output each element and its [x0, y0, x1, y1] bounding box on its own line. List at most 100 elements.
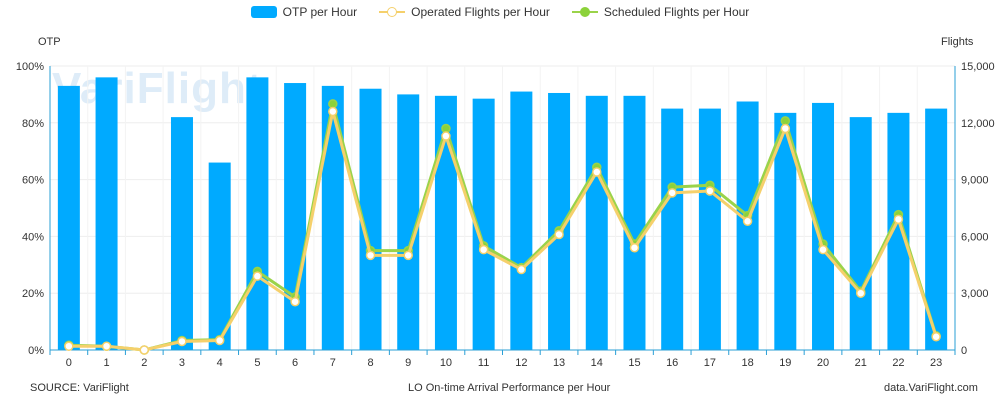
legend-item-scheduled[interactable]: Scheduled Flights per Hour [571, 5, 750, 19]
otp-bar [57, 85, 80, 350]
x-tick-label: 11 [478, 357, 489, 369]
x-tick-label: 0 [66, 357, 72, 369]
axis-layer [49, 66, 956, 355]
legend-label-scheduled: Scheduled Flights per Hour [603, 5, 750, 19]
site-link[interactable]: data.VariFlight.com [884, 382, 978, 394]
operated-point [516, 264, 527, 275]
line-layer [64, 99, 941, 355]
right-tick-label: 15,000 [961, 61, 995, 73]
x-tick-label: 23 [930, 357, 942, 369]
operated-point [855, 288, 866, 298]
operated-point [667, 188, 677, 198]
x-tick-label: 22 [892, 357, 904, 369]
left-tick-label: 60% [22, 175, 44, 187]
otp-bar [284, 83, 307, 350]
left-tick-label: 40% [22, 231, 44, 243]
x-tick-label: 19 [779, 357, 791, 369]
otp-bar [246, 77, 269, 351]
x-tick-label: 2 [141, 357, 147, 369]
x-tick-label: 18 [741, 357, 753, 369]
scheduled-point [328, 99, 338, 109]
operated-point [592, 167, 602, 177]
operated-point [931, 331, 941, 342]
x-tick-label: 10 [440, 357, 452, 369]
legend-item-operated[interactable]: Operated Flights per Hour [379, 5, 550, 19]
scheduled-point [441, 123, 451, 134]
operated-point [893, 214, 904, 225]
otp-bar [321, 85, 344, 350]
operated-point [780, 123, 791, 134]
operated-point [441, 131, 451, 141]
x-tick-label: 3 [179, 357, 185, 369]
right-tick-label: 3,000 [961, 288, 989, 300]
operated-point [478, 244, 489, 255]
operated-point [139, 345, 150, 355]
x-tick-label: 20 [817, 357, 829, 369]
otp-bar [623, 95, 646, 350]
operated-point [705, 186, 715, 196]
right-tick-label: 9,000 [961, 175, 989, 187]
legend-scheduled-swatch [571, 6, 598, 18]
otp-bar [812, 102, 835, 350]
chart-footer-title: LO On-time Arrival Performance per Hour [408, 382, 611, 394]
x-tick-label: 21 [855, 357, 867, 369]
otp-bar [170, 117, 193, 351]
operated-point [629, 243, 640, 253]
operated-point [554, 229, 564, 240]
operated-point [742, 216, 753, 227]
otp-bar [472, 98, 495, 350]
legend-operated-swatch [379, 6, 406, 18]
watermark-logo: VariFlight [52, 64, 263, 113]
legend-label-otp: OTP per Hour [282, 5, 358, 19]
x-tick-label: 16 [666, 357, 678, 369]
source-label: SOURCE: VariFlight [30, 382, 129, 394]
operated-point [290, 296, 300, 307]
otp-bar [698, 108, 721, 350]
left-tick-label: 100% [16, 61, 44, 73]
right-axis-title: Flights [941, 36, 974, 48]
otp-bar [208, 162, 231, 350]
left-tick-label: 80% [22, 118, 44, 130]
otp-bar [510, 91, 533, 350]
x-tick-label: 7 [330, 357, 336, 369]
otp-bar [585, 95, 608, 350]
otp-bar [359, 88, 382, 350]
x-tick-label: 8 [367, 357, 373, 369]
right-tick-label: 12,000 [961, 118, 995, 130]
right-tick-label: 0 [961, 345, 967, 357]
x-tick-label: 17 [704, 357, 716, 369]
operated-point [252, 271, 263, 281]
x-tick-label: 14 [591, 357, 603, 369]
left-tick-label: 0% [28, 345, 44, 357]
x-tick-label: 13 [553, 357, 565, 369]
otp-bar [434, 95, 457, 350]
left-axis-title: OTP [38, 36, 61, 48]
operated-line [68, 109, 938, 352]
legend-label-operated: Operated Flights per Hour [411, 5, 550, 19]
otp-bar [925, 108, 948, 350]
operated-point [328, 106, 338, 117]
otp-bar [661, 108, 684, 350]
legend-item-otp[interactable]: OTP per Hour [250, 5, 358, 19]
operated-point [177, 336, 187, 347]
x-tick-label: 6 [292, 357, 298, 369]
x-tick-label: 15 [628, 357, 640, 369]
operated-point [403, 250, 413, 261]
label-layer: 0% 0 20% 3,000 40% 6,000 60% 9,000 80% 12,000 100%… [16, 61, 995, 369]
otp-bar [887, 112, 910, 350]
otp-bar [774, 112, 797, 350]
left-tick-label: 20% [22, 288, 44, 300]
scheduled-point [780, 116, 791, 126]
x-tick-label: 4 [217, 357, 223, 369]
operated-point [365, 250, 376, 261]
otp-bar [397, 94, 420, 351]
otp-bar [849, 117, 872, 351]
operated-point [214, 335, 225, 346]
operated-point [64, 341, 74, 351]
right-tick-label: 6,000 [961, 231, 989, 243]
x-tick-label: 9 [405, 357, 411, 369]
operated-point [101, 341, 112, 351]
x-tick-label: 1 [104, 357, 110, 369]
otp-bar [548, 92, 571, 350]
